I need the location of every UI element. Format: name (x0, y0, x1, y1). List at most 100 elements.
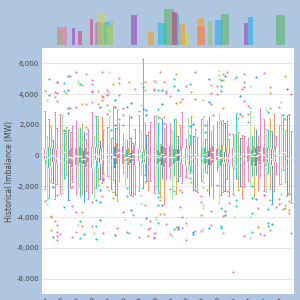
Point (242, 84, 247, 89)
Point (177, 188, 182, 193)
Bar (132, 150, 134, 161)
Point (136, 235, 141, 240)
Point (183, 220, 188, 225)
Point (176, 226, 180, 231)
Point (154, 216, 159, 221)
Point (283, 205, 288, 210)
Bar (193, 151, 194, 164)
Point (89, 77, 94, 82)
Point (261, 232, 266, 237)
Bar (109, 21, 112, 45)
Point (220, 72, 225, 76)
Bar (64, 146, 65, 162)
Bar (77, 149, 79, 166)
Bar (87, 152, 88, 162)
Bar (124, 153, 126, 163)
Point (273, 205, 278, 209)
Point (89, 89, 94, 94)
Point (113, 97, 118, 102)
Point (279, 100, 284, 104)
Point (136, 109, 141, 113)
Point (152, 87, 157, 92)
Point (89, 82, 94, 87)
Bar (254, 146, 255, 162)
Point (176, 88, 180, 92)
Point (62, 89, 67, 94)
Point (256, 205, 260, 210)
Point (209, 222, 214, 227)
Bar (185, 148, 186, 166)
Bar (158, 150, 159, 164)
Point (277, 202, 282, 206)
Point (179, 214, 184, 219)
Point (138, 222, 143, 226)
Point (80, 224, 84, 228)
Bar (248, 17, 253, 45)
Point (97, 105, 102, 110)
Bar (161, 146, 163, 166)
Bar (212, 146, 214, 164)
Point (101, 178, 106, 183)
Bar (291, 147, 292, 165)
Bar (52, 148, 53, 162)
Bar (115, 146, 116, 168)
Bar (210, 148, 212, 166)
Point (173, 72, 178, 76)
Point (218, 83, 223, 88)
Point (250, 196, 254, 200)
Point (172, 83, 176, 88)
Bar (97, 14, 105, 45)
Bar (140, 149, 141, 159)
Bar (271, 149, 272, 166)
Point (42, 88, 47, 93)
Bar (257, 146, 259, 161)
Bar (165, 148, 167, 163)
Bar (238, 147, 239, 163)
Point (242, 80, 247, 84)
Point (162, 212, 167, 217)
Bar (150, 147, 151, 163)
Bar (232, 148, 233, 167)
Point (199, 213, 204, 218)
Bar (122, 146, 124, 164)
Bar (215, 20, 222, 45)
Point (205, 187, 209, 192)
Point (209, 208, 214, 213)
Point (62, 129, 67, 134)
Point (250, 211, 254, 215)
Point (95, 102, 100, 106)
Point (130, 212, 135, 217)
Bar (187, 147, 188, 160)
Point (177, 205, 182, 209)
Bar (285, 147, 286, 161)
Point (267, 198, 272, 203)
Point (203, 123, 208, 128)
Point (140, 107, 145, 112)
Point (156, 202, 161, 207)
Bar (106, 149, 108, 159)
Point (148, 226, 153, 231)
Point (111, 82, 116, 87)
Point (121, 122, 125, 127)
Point (218, 89, 223, 94)
Bar (54, 149, 55, 162)
Bar (181, 147, 182, 163)
Point (154, 231, 159, 236)
Bar (205, 148, 206, 164)
Point (236, 116, 241, 121)
Bar (208, 21, 211, 45)
Point (128, 115, 133, 120)
Bar (263, 146, 265, 162)
Point (122, 217, 127, 222)
Point (214, 183, 219, 188)
Point (214, 92, 219, 97)
Point (107, 188, 112, 192)
Point (83, 125, 88, 130)
Point (127, 80, 131, 85)
Point (191, 232, 196, 236)
Point (138, 103, 143, 108)
Point (52, 94, 57, 99)
Point (138, 201, 143, 206)
Bar (184, 33, 190, 45)
Point (105, 92, 110, 97)
